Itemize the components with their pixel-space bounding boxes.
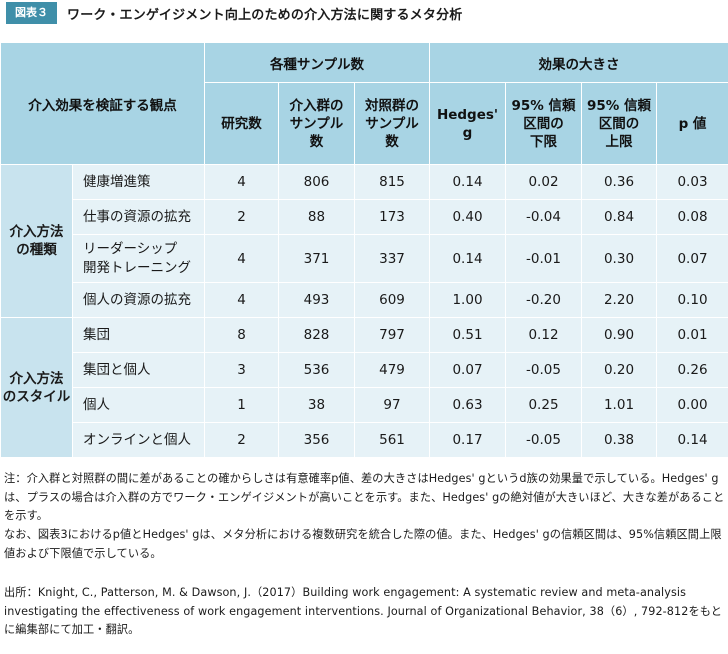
studies-cell: 2 [204, 199, 279, 235]
intervention-n-cell: 536 [278, 352, 355, 388]
row-label: オンラインと個人 [72, 422, 205, 458]
intervention-n-cell: 356 [278, 422, 355, 458]
note-2: なお、図表3におけるp値とHedges' gは、メタ分析における複数研究を統合し… [4, 528, 722, 560]
hedges-g-cell: 0.63 [429, 387, 506, 423]
ci-upper-cell: 0.90 [581, 317, 657, 353]
row-label: 集団と個人 [72, 352, 205, 388]
hedges-g-header: Hedges' g [429, 82, 506, 165]
figure-title-row: 図表３ ワーク・エンゲイジメント向上のための介入方法に関するメタ分析 [0, 0, 728, 26]
table-row: 個人の資源の拡充 4 493 609 1.00 -0.20 2.20 0.10 [1, 282, 728, 318]
table-row: 個人 1 38 97 0.63 0.25 1.01 0.00 [1, 387, 728, 423]
note-1: 注：介入群と対照群の間に差があることの確からしさは有意確率p値、差の大きさはHe… [4, 472, 725, 522]
hedges-g-cell: 0.14 [429, 164, 506, 200]
ci-upper-header: 95% 信頼 区間の 上限 [581, 82, 657, 165]
meta-analysis-table: 介入効果を検証する観点 各種サンプル数 効果の大きさ 研究数 介入群の サンプル… [0, 42, 728, 458]
control-n-header: 対照群の サンプル 数 [354, 82, 430, 165]
ci-upper-cell: 0.36 [581, 164, 657, 200]
perspective-header: 介入効果を検証する観点 [0, 42, 205, 165]
ci-upper-cell: 0.20 [581, 352, 657, 388]
studies-cell: 8 [204, 317, 279, 353]
ci-lower-header: 95% 信頼 区間の 下限 [505, 82, 582, 165]
row-label: リーダーシップ 開発トレーニング [72, 234, 205, 283]
control-n-cell: 561 [354, 422, 430, 458]
ci-upper-cell: 2.20 [581, 282, 657, 318]
studies-cell: 1 [204, 387, 279, 423]
p-value-cell: 0.00 [656, 387, 728, 423]
ci-lower-cell: -0.05 [505, 422, 582, 458]
control-n-cell: 797 [354, 317, 430, 353]
intervention-n-header: 介入群の サンプル 数 [278, 82, 355, 165]
figure-title: ワーク・エンゲイジメント向上のための介入方法に関するメタ分析 [67, 7, 463, 23]
table-row: オンラインと個人 2 356 561 0.17 -0.05 0.38 0.14 [1, 422, 728, 458]
studies-cell: 4 [204, 234, 279, 283]
studies-cell: 4 [204, 164, 279, 200]
studies-cell: 2 [204, 422, 279, 458]
p-value-cell: 0.08 [656, 199, 728, 235]
ci-lower-cell: -0.04 [505, 199, 582, 235]
p-value-cell: 0.10 [656, 282, 728, 318]
ci-upper-cell: 0.84 [581, 199, 657, 235]
p-value-cell: 0.03 [656, 164, 728, 200]
group-label: 介入方法 の種類 [0, 164, 73, 318]
table-row: リーダーシップ 開発トレーニング 4 371 337 0.14 -0.01 0.30 0.07 [1, 234, 728, 283]
studies-cell: 3 [204, 352, 279, 388]
control-n-cell: 815 [354, 164, 430, 200]
control-n-cell: 173 [354, 199, 430, 235]
hedges-g-cell: 0.07 [429, 352, 506, 388]
table-row: 集団と個人 3 536 479 0.07 -0.05 0.20 0.26 [1, 352, 728, 388]
ci-upper-cell: 0.38 [581, 422, 657, 458]
table-row: 介入方法 のスタイル 集団 8 828 797 0.51 0.12 0.90 0.01 [0, 317, 728, 458]
control-n-cell: 609 [354, 282, 430, 318]
effect-group-header: 効果の大きさ [429, 42, 728, 83]
table-row: 仕事の資源の拡充 2 88 173 0.40 -0.04 0.84 0.08 [1, 199, 728, 235]
ci-upper-cell: 1.01 [581, 387, 657, 423]
ci-lower-cell: -0.01 [505, 234, 582, 283]
intervention-n-cell: 371 [278, 234, 355, 283]
studies-header: 研究数 [204, 82, 279, 165]
ci-lower-cell: 0.02 [505, 164, 582, 200]
hedges-g-cell: 0.14 [429, 234, 506, 283]
ci-lower-cell: -0.20 [505, 282, 582, 318]
ci-lower-cell: 0.25 [505, 387, 582, 423]
control-n-cell: 337 [354, 234, 430, 283]
control-n-cell: 479 [354, 352, 430, 388]
sample-group-header: 各種サンプル数 [204, 42, 430, 83]
hedges-g-cell: 0.40 [429, 199, 506, 235]
ci-lower-cell: -0.05 [505, 352, 582, 388]
row-label: 健康増進策 [72, 164, 205, 200]
studies-cell: 4 [204, 282, 279, 318]
p-value-cell: 0.26 [656, 352, 728, 388]
p-value-cell: 0.14 [656, 422, 728, 458]
table-row: 介入方法 の種類 健康増進策 4 806 815 0.14 0.02 0.36 0.03 [0, 164, 728, 318]
p-value-cell: 0.01 [656, 317, 728, 353]
hedges-g-cell: 0.17 [429, 422, 506, 458]
row-label: 個人 [72, 387, 205, 423]
p-value-cell: 0.07 [656, 234, 728, 283]
ci-lower-cell: 0.12 [505, 317, 582, 353]
row-label: 仕事の資源の拡充 [72, 199, 205, 235]
control-n-cell: 97 [354, 387, 430, 423]
group-label: 介入方法 のスタイル [0, 317, 73, 458]
hedges-g-cell: 1.00 [429, 282, 506, 318]
row-label: 集団 [72, 317, 205, 353]
source-note: 出所：Knight, C., Patterson, M. & Dawson, J… [4, 586, 723, 636]
row-label: 個人の資源の拡充 [72, 282, 205, 318]
intervention-n-cell: 88 [278, 199, 355, 235]
p-value-header: p 値 [656, 82, 728, 165]
intervention-n-cell: 806 [278, 164, 355, 200]
intervention-n-cell: 38 [278, 387, 355, 423]
intervention-n-cell: 828 [278, 317, 355, 353]
hedges-g-cell: 0.51 [429, 317, 506, 353]
intervention-n-cell: 493 [278, 282, 355, 318]
figure-label: 図表３ [6, 2, 57, 24]
ci-upper-cell: 0.30 [581, 234, 657, 283]
